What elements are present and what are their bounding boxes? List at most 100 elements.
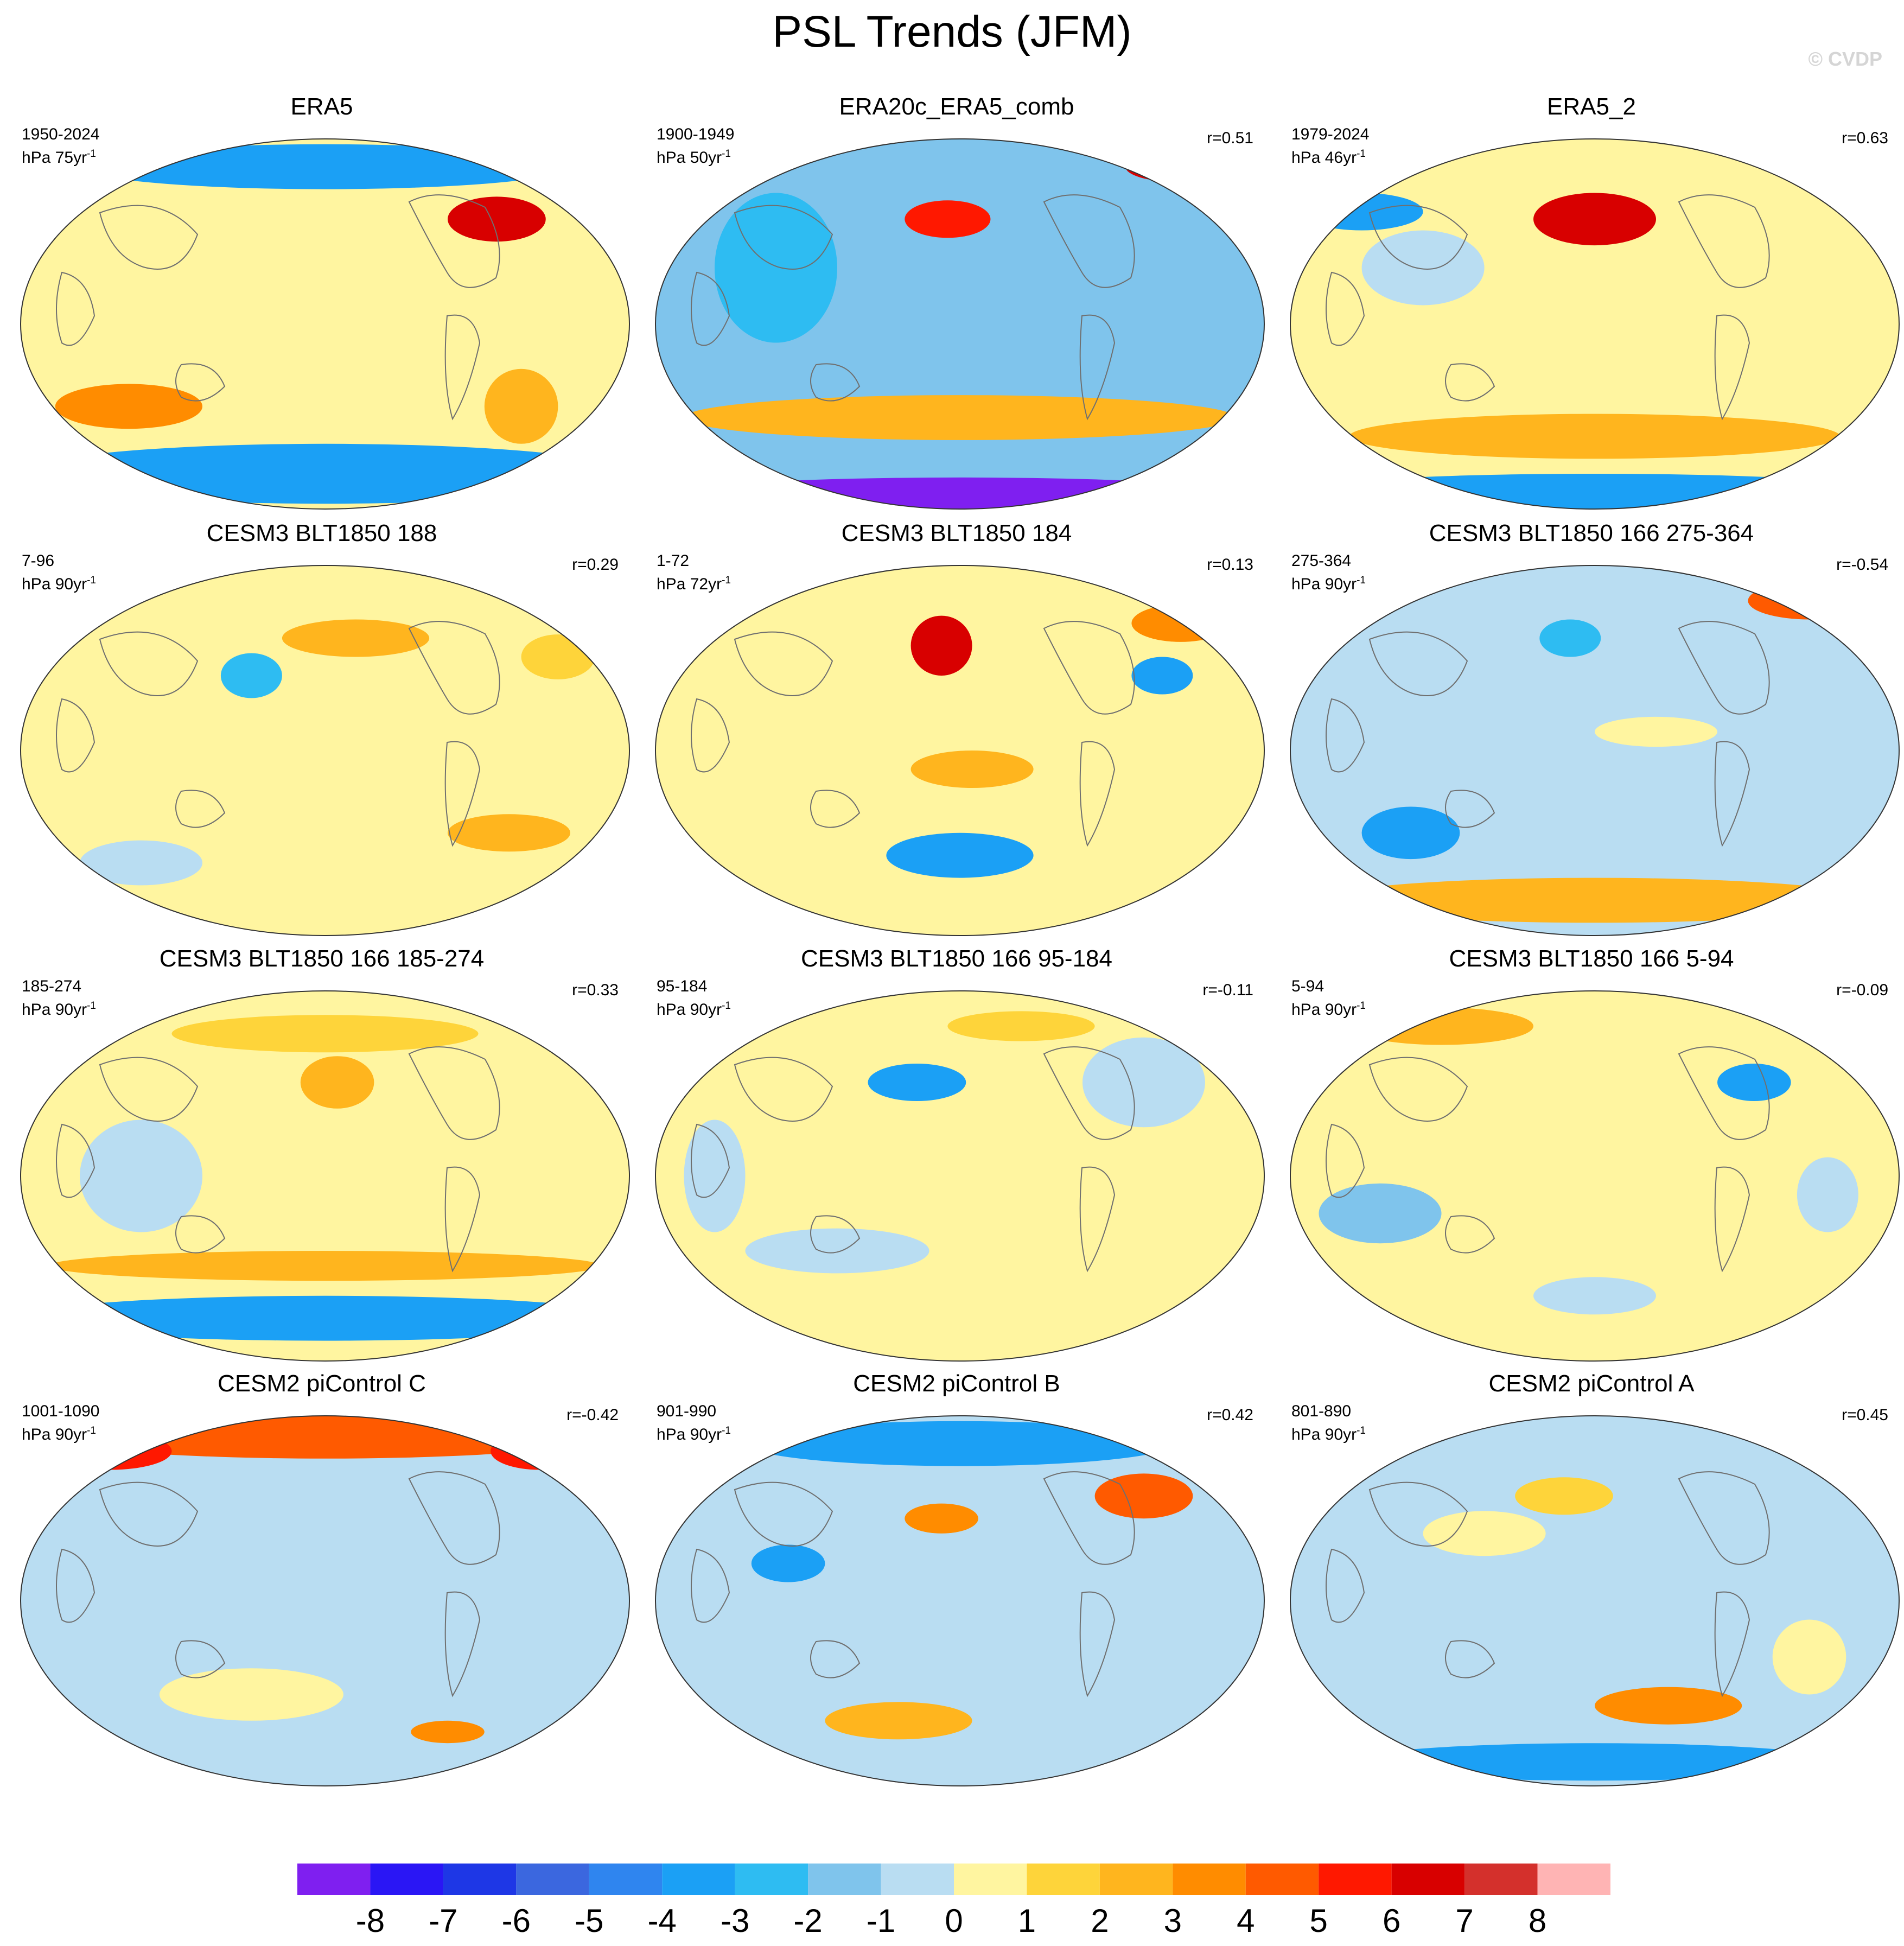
units-base: hPa 90yr xyxy=(22,575,87,593)
panel-title: ERA20c_ERA5_comb xyxy=(839,93,1074,120)
panel-units: hPa 90yr-1 xyxy=(1291,996,1366,1020)
colorbar-swatch xyxy=(443,1864,517,1895)
coastline xyxy=(444,1166,481,1273)
anomaly-region xyxy=(1082,1037,1205,1128)
anomaly-region xyxy=(655,477,1264,509)
coastline xyxy=(1079,1166,1116,1273)
field-background xyxy=(21,1416,629,1786)
map-border xyxy=(655,138,1265,510)
panel-correlation: r=0.42 xyxy=(1207,1406,1253,1424)
anomaly-region xyxy=(1361,230,1485,306)
anomaly-region xyxy=(1772,1619,1846,1695)
anomaly-region xyxy=(684,1120,746,1232)
colorbar-swatch xyxy=(370,1864,443,1895)
map-field xyxy=(20,990,630,1362)
panel-period: 5-94 xyxy=(1291,977,1324,995)
panel-period: 901-990 xyxy=(657,1402,717,1420)
map-panel: CESM3 BLT1850 166 275-364 275-364 hPa 90yr… xyxy=(1279,520,1903,949)
anomaly-region xyxy=(745,1421,1175,1466)
panel-period: 1-72 xyxy=(657,552,690,570)
panel-correlation: r=0.13 xyxy=(1207,556,1253,574)
map-panel: CESM3 BLT1850 166 185-274 185-274 hPa 90yr… xyxy=(10,945,634,1374)
colorbar-swatch xyxy=(1099,1864,1173,1895)
anomaly-region xyxy=(1094,1473,1193,1519)
anomaly-region xyxy=(1300,193,1423,231)
panel-period: 275-364 xyxy=(1291,552,1352,570)
units-exponent: -1 xyxy=(1357,1425,1366,1436)
map-panel: ERA5 1950-2024 hPa 75yr-1 xyxy=(10,93,634,522)
coastline xyxy=(691,1548,730,1623)
coastline xyxy=(1326,271,1365,346)
map-border xyxy=(1290,1415,1900,1786)
panel-period: 1979-2024 xyxy=(1291,125,1370,143)
units-base: hPa 90yr xyxy=(657,1001,722,1019)
anomaly-region xyxy=(159,1668,343,1721)
panel-correlation: r=-0.54 xyxy=(1836,556,1888,574)
colorbar-tick-label: 8 xyxy=(1528,1903,1547,1939)
map-border xyxy=(655,990,1265,1362)
panel-units: hPa 90yr-1 xyxy=(22,571,96,594)
coastline xyxy=(734,1481,833,1547)
coastline xyxy=(408,1046,500,1140)
units-base: hPa 46yr xyxy=(1291,149,1357,167)
map-panel: ERA20c_ERA5_comb 1900-1949 hPa 50yr-1 r=0.5… xyxy=(645,93,1269,522)
panel-period: 801-890 xyxy=(1291,1402,1352,1420)
coastline xyxy=(1714,1591,1750,1697)
anomaly-region xyxy=(80,144,570,189)
colorbar-tick-label: 2 xyxy=(1091,1903,1109,1939)
colorbar-swatch xyxy=(1173,1864,1246,1895)
coastline xyxy=(1445,1640,1495,1678)
anomaly-region xyxy=(1131,657,1193,695)
anomaly-region xyxy=(484,368,558,444)
map-border xyxy=(1290,565,1900,936)
colorbar-tick-label: -8 xyxy=(355,1903,385,1939)
anomaly-region xyxy=(21,443,629,504)
coastline xyxy=(99,1481,199,1547)
anomaly-region xyxy=(1319,877,1871,923)
coastline xyxy=(1368,1481,1468,1547)
coastline xyxy=(1079,741,1116,847)
panel-title: CESM2 piControl B xyxy=(853,1370,1060,1397)
colorbar-tick-label: -6 xyxy=(501,1903,531,1939)
anomaly-region xyxy=(905,200,991,238)
anomaly-region xyxy=(1533,193,1656,246)
anomaly-region xyxy=(220,653,282,698)
panel-units: hPa 90yr-1 xyxy=(1291,1421,1366,1445)
map-field xyxy=(1290,990,1900,1362)
colorbar-tick-label: 6 xyxy=(1382,1903,1401,1939)
coastline xyxy=(734,205,833,270)
map-border xyxy=(1290,138,1900,510)
coastline xyxy=(734,631,833,696)
colorbar-swatch xyxy=(589,1864,663,1895)
field-background xyxy=(1290,1416,1899,1786)
anomaly-region xyxy=(521,634,595,679)
units-base: hPa 72yr xyxy=(657,575,722,593)
units-exponent: -1 xyxy=(87,575,96,586)
anomaly-region xyxy=(886,832,1034,878)
units-exponent: -1 xyxy=(87,1000,96,1012)
colorbar-tick-label: -2 xyxy=(793,1903,823,1939)
anomaly-region xyxy=(745,1228,929,1274)
anomaly-region xyxy=(1125,151,1224,182)
panel-period: 95-184 xyxy=(657,977,708,995)
map-field xyxy=(655,990,1265,1362)
coastline xyxy=(1043,621,1135,715)
panel-title: ERA5_2 xyxy=(1547,93,1636,120)
coastline xyxy=(1678,1046,1770,1140)
coastline xyxy=(175,363,226,402)
anomaly-region xyxy=(1349,1007,1533,1045)
panel-units: hPa 50yr-1 xyxy=(657,144,731,168)
anomaly-region xyxy=(947,1011,1095,1041)
coastline xyxy=(1368,631,1468,696)
map-field xyxy=(20,565,630,936)
units-base: hPa 75yr xyxy=(22,149,87,167)
coastline xyxy=(1043,1046,1135,1140)
panel-correlation: r=0.63 xyxy=(1842,129,1888,147)
anomaly-region xyxy=(1423,1511,1546,1556)
coastline xyxy=(408,194,500,288)
anomaly-region xyxy=(300,1056,374,1109)
anomaly-region xyxy=(49,1432,172,1470)
anomaly-region xyxy=(825,1702,972,1740)
coastline xyxy=(408,621,500,715)
anomaly-region xyxy=(491,1432,589,1470)
